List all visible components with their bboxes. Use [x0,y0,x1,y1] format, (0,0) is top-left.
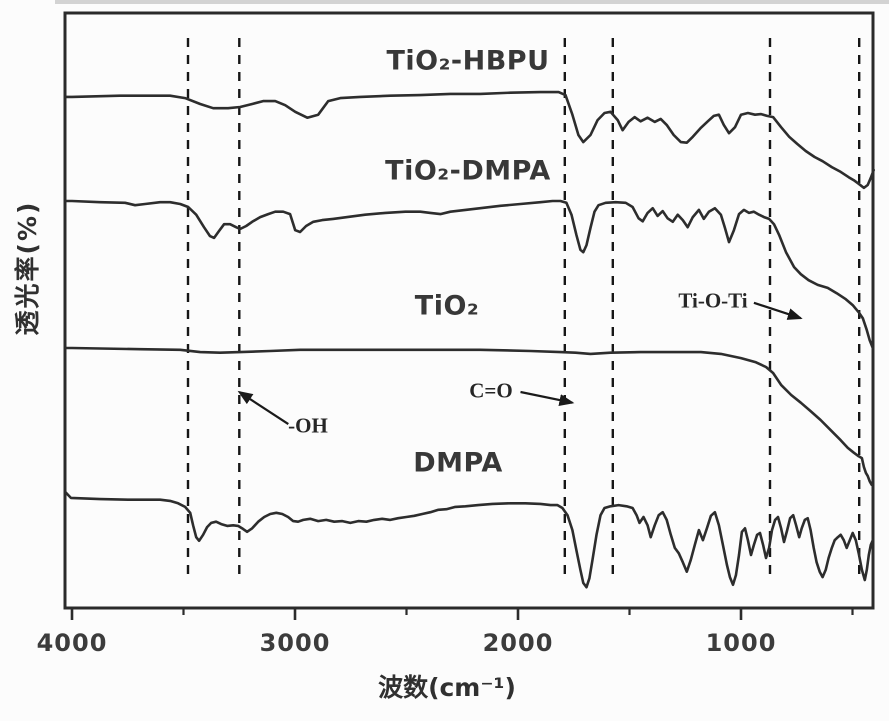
series-label-dmpa: DMPA [413,447,503,479]
annotation-ti-o-ti: Ti-O-Ti [678,288,748,313]
x-tick-1000: 1000 [705,629,777,657]
y-axis-title: 透光率(%) [13,200,42,336]
x-tick-3000: 3000 [259,629,331,657]
x-tick-4000: 4000 [36,629,108,657]
scan-edge-artifact [55,0,889,4]
series-label-tio2-dmpa: TiO₂-DMPA [385,155,551,187]
annotation-oh: -OH [288,413,328,438]
series-label-tio2: TiO₂ [414,290,480,322]
series-label-tio2-hbpu: TiO₂-HBPU [386,45,550,77]
x-tick-2000: 2000 [482,629,554,657]
x-axis-title: 波数(cm⁻¹) [378,673,516,702]
annotation-co: C=O [469,378,513,403]
